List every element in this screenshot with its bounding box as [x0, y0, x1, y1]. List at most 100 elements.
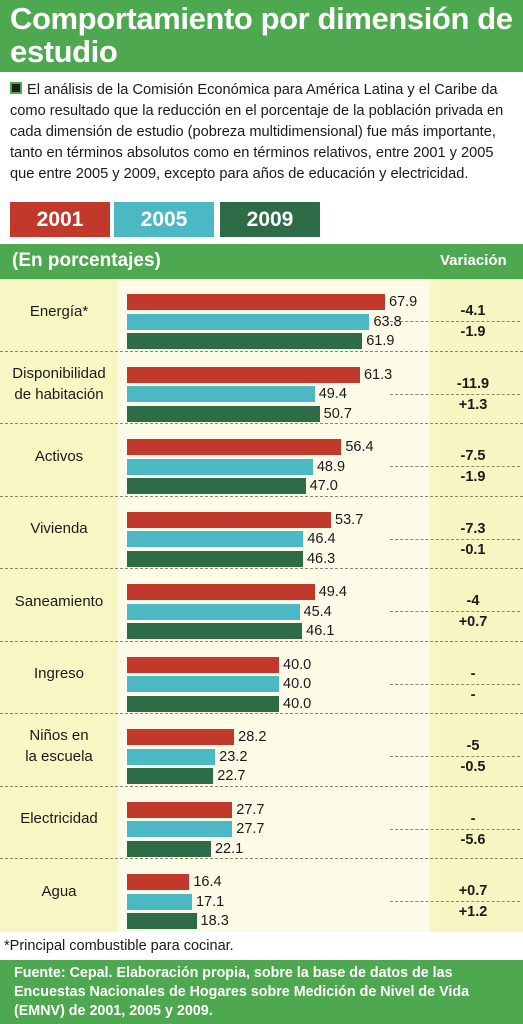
data-label: 23.2 [219, 748, 248, 765]
variation-value: +1.3 [458, 396, 488, 413]
data-label: 22.1 [214, 840, 244, 857]
data-label: 50.7 [323, 405, 352, 422]
bar-2009 [127, 913, 197, 929]
data-label: 46.1 [306, 623, 335, 639]
bar-2005 [127, 676, 279, 692]
variation-divider [390, 538, 520, 540]
bar-2001 [127, 729, 235, 745]
data-label: 40.0 [283, 656, 312, 673]
unit-label: (En porcentajes) [12, 250, 161, 271]
variation-value: -4.1 [460, 303, 486, 319]
group-separator [0, 785, 523, 787]
data-label: 49.4 [318, 386, 347, 402]
bar-2005 [127, 893, 192, 910]
variation-value: -4 [466, 593, 480, 609]
variation-value: +1.2 [458, 904, 488, 920]
variation-divider [390, 466, 520, 467]
variation-value: -11.9 [456, 375, 490, 392]
variation-header: Variación [440, 252, 507, 269]
category-label: Ingreso [33, 665, 85, 683]
category-label: Energía* [29, 302, 89, 320]
variation-divider [390, 901, 520, 902]
source-bar: Fuente: Cepal. Elaboración propia, sobre… [0, 960, 523, 1024]
bar-2001 [127, 511, 332, 528]
bar-2005 [127, 458, 313, 475]
group-separator [0, 640, 523, 642]
category-label: Activos [34, 447, 84, 465]
variation-divider [390, 611, 520, 612]
bar-2005 [127, 313, 370, 330]
category-label: Vivienda [30, 520, 88, 538]
bar-2001 [127, 366, 360, 383]
bar-2009 [127, 768, 214, 784]
variation-value: -5 [466, 738, 480, 754]
data-label: 46.3 [306, 550, 336, 567]
variation-divider [390, 683, 520, 685]
data-label: 67.9 [389, 294, 418, 310]
variation-value: -7.3 [460, 520, 486, 537]
data-label: 40.0 [283, 695, 312, 712]
chart-area: (En porcentajes) Variación Energía* 67.9 6… [0, 244, 523, 932]
data-label: 16.4 [193, 874, 222, 890]
bar-2009 [127, 405, 320, 422]
group-separator [0, 568, 523, 569]
data-label: 45.4 [303, 603, 332, 620]
data-label: 53.7 [335, 511, 364, 528]
bar-2001 [127, 439, 342, 455]
group-separator [0, 858, 523, 859]
bullet-square-icon [10, 82, 22, 94]
group-separator [0, 350, 523, 352]
data-label: 61.9 [366, 333, 395, 349]
bar-2001 [127, 656, 279, 673]
legend-2005: 2005 [114, 202, 214, 237]
bar-2009 [127, 333, 363, 349]
data-label: 61.3 [363, 366, 393, 383]
variation-value: -5.6 [460, 831, 486, 848]
bar-2001 [127, 801, 233, 818]
bar-2001 [127, 294, 386, 310]
category-label: Saneamiento [14, 592, 104, 610]
source-text: Fuente: Cepal. Elaboración propia, sobre… [14, 965, 470, 1019]
variation-value: - [470, 665, 476, 682]
bar-2005 [127, 386, 315, 402]
data-label: 46.4 [307, 531, 336, 547]
bar-2009 [127, 695, 279, 712]
bar-2009 [127, 478, 306, 494]
variation-column [440, 279, 523, 932]
variation-value: -7.5 [460, 448, 486, 464]
variation-value: +0.7 [458, 614, 488, 630]
data-label: 22.7 [217, 768, 246, 784]
variation-value: -0.5 [460, 759, 486, 775]
category-label: Niños en la escuela [25, 727, 93, 766]
legend-2001: 2001 [10, 202, 110, 237]
data-label: 18.3 [200, 913, 229, 929]
data-label: 27.7 [236, 801, 265, 818]
chart-header: (En porcentajes) Variación [0, 244, 523, 279]
footnote: *Principal combustible para cocinar. [4, 938, 234, 954]
variation-divider [390, 393, 520, 395]
data-label: 56.4 [345, 439, 374, 455]
bar-2009 [127, 550, 303, 567]
data-label: 63.8 [373, 313, 402, 330]
group-separator [0, 713, 523, 714]
data-label: 48.9 [316, 458, 346, 475]
group-separator [0, 423, 523, 424]
variation-value: - [470, 686, 476, 703]
bar-2005 [127, 531, 304, 547]
bar-2009 [127, 623, 303, 639]
variation-divider [390, 828, 520, 830]
variation-divider [390, 321, 520, 322]
data-label: 47.0 [309, 478, 338, 494]
category-label: Disponibilidad de habitación [12, 364, 106, 403]
bar-2009 [127, 840, 211, 857]
variation-value: -0.1 [460, 541, 486, 558]
variation-value: +0.7 [458, 883, 488, 899]
bar-2005 [127, 748, 216, 765]
chart-title: Comportamiento por dimensión de estudio [10, 1, 513, 69]
intro-text: El análisis de la Comisión Económica par… [10, 82, 504, 182]
legend-2009: 2009 [220, 202, 320, 237]
data-label: 28.2 [238, 729, 267, 745]
variation-divider [390, 756, 520, 757]
category-label: Electricidad [20, 810, 98, 828]
title-bar: Comportamiento por dimensión de estudio [0, 0, 523, 72]
